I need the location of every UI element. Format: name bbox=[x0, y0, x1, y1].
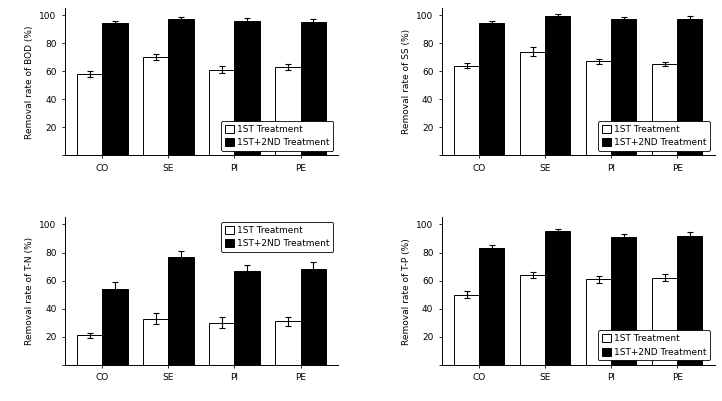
Bar bbox=[300, 22, 326, 156]
Bar bbox=[275, 67, 300, 156]
Y-axis label: Removal rate of T-N (%): Removal rate of T-N (%) bbox=[25, 237, 34, 345]
Bar bbox=[479, 248, 505, 365]
Bar bbox=[209, 70, 235, 156]
Bar bbox=[144, 318, 168, 365]
Bar bbox=[103, 24, 128, 156]
Legend: 1ST Treatment, 1ST+2ND Treatment: 1ST Treatment, 1ST+2ND Treatment bbox=[221, 222, 334, 252]
Bar bbox=[677, 236, 703, 365]
Y-axis label: Removal rate of SS (%): Removal rate of SS (%) bbox=[401, 29, 411, 134]
Legend: 1ST Treatment, 1ST+2ND Treatment: 1ST Treatment, 1ST+2ND Treatment bbox=[598, 121, 710, 151]
Bar bbox=[520, 52, 545, 156]
Legend: 1ST Treatment, 1ST+2ND Treatment: 1ST Treatment, 1ST+2ND Treatment bbox=[598, 330, 710, 360]
Bar bbox=[479, 24, 505, 156]
Bar bbox=[545, 16, 570, 156]
Bar bbox=[235, 21, 260, 156]
Bar bbox=[168, 19, 193, 156]
Bar bbox=[520, 275, 545, 365]
Bar bbox=[77, 74, 103, 156]
Bar bbox=[209, 323, 235, 365]
Bar bbox=[77, 335, 103, 365]
Bar bbox=[235, 271, 260, 365]
Bar bbox=[144, 57, 168, 156]
Y-axis label: Removal rate of T-P (%): Removal rate of T-P (%) bbox=[401, 238, 411, 344]
Bar bbox=[275, 321, 300, 365]
Y-axis label: Removal rate of BOD (%): Removal rate of BOD (%) bbox=[25, 25, 34, 138]
Bar bbox=[677, 19, 703, 156]
Bar bbox=[586, 61, 612, 156]
Bar bbox=[652, 278, 677, 365]
Bar bbox=[652, 64, 677, 156]
Bar bbox=[586, 279, 612, 365]
Bar bbox=[545, 231, 570, 365]
Bar bbox=[454, 66, 479, 156]
Bar bbox=[612, 237, 636, 365]
Bar bbox=[168, 257, 193, 365]
Legend: 1ST Treatment, 1ST+2ND Treatment: 1ST Treatment, 1ST+2ND Treatment bbox=[221, 121, 334, 151]
Bar bbox=[454, 295, 479, 365]
Bar bbox=[612, 19, 636, 156]
Bar bbox=[300, 269, 326, 365]
Bar bbox=[103, 289, 128, 365]
